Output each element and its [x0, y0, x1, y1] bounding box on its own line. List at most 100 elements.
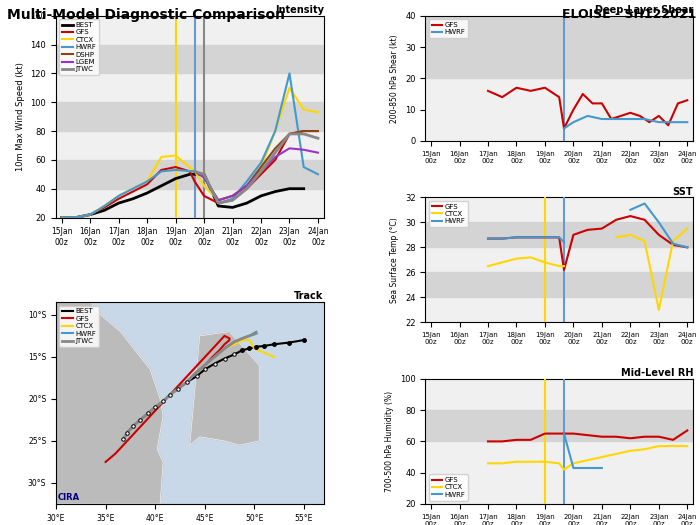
HWRF: [669, 240, 678, 247]
GFS: [555, 430, 564, 437]
HWRF: [640, 201, 649, 207]
GFS: [673, 100, 682, 107]
Text: SST: SST: [673, 186, 693, 196]
GFS: [555, 94, 564, 100]
CTCX: [512, 256, 521, 262]
HWRF: [626, 207, 635, 213]
CTCX: [640, 238, 649, 244]
GFS: [512, 85, 521, 91]
GFS: [498, 438, 506, 445]
CTCX: [560, 263, 568, 269]
GFS: [498, 235, 506, 242]
CTCX: [626, 232, 635, 238]
Legend: GFS, HWRF: GFS, HWRF: [429, 19, 468, 38]
GFS: [540, 85, 549, 91]
CTCX: [598, 454, 606, 460]
HWRF: [569, 119, 577, 125]
GFS: [526, 88, 535, 94]
CTCX: [669, 443, 678, 449]
HWRF: [498, 235, 506, 242]
CTCX: [654, 443, 663, 449]
HWRF: [669, 119, 678, 125]
Legend: BEST, GFS, CTCX, HWRF, DSHP, LGEM, JTWC: BEST, GFS, CTCX, HWRF, DSHP, LGEM, JTWC: [60, 19, 99, 75]
GFS: [664, 122, 673, 129]
Y-axis label: 200-850 hPa Shear (kt): 200-850 hPa Shear (kt): [391, 34, 400, 123]
CTCX: [683, 443, 692, 449]
GFS: [560, 430, 568, 437]
GFS: [512, 234, 521, 240]
CTCX: [484, 263, 492, 269]
CTCX: [540, 459, 549, 465]
Bar: [426, 410, 693, 442]
HWRF: [598, 465, 606, 471]
Line: CTCX: CTCX: [488, 228, 687, 310]
GFS: [612, 434, 620, 440]
CTCX: [555, 263, 564, 269]
HWRF: [626, 116, 635, 122]
Text: Multi-Model Diagnostic Comparison: Multi-Model Diagnostic Comparison: [7, 8, 285, 22]
GFS: [560, 125, 568, 132]
HWRF: [560, 239, 568, 246]
CTCX: [612, 234, 620, 240]
GFS: [654, 434, 663, 440]
Legend: GFS, CTCX, HWRF: GFS, CTCX, HWRF: [429, 474, 468, 500]
HWRF: [598, 116, 606, 122]
Bar: [56, 102, 323, 131]
GFS: [569, 430, 577, 437]
Y-axis label: 10m Max Wind Speed (kt): 10m Max Wind Speed (kt): [16, 62, 25, 171]
GFS: [484, 88, 492, 94]
HWRF: [540, 234, 549, 240]
HWRF: [560, 125, 568, 132]
Line: HWRF: HWRF: [564, 116, 687, 129]
Polygon shape: [190, 332, 259, 445]
Bar: [426, 272, 693, 298]
CTCX: [512, 459, 521, 465]
GFS: [669, 242, 678, 248]
CTCX: [540, 259, 549, 266]
HWRF: [583, 113, 592, 119]
CTCX: [498, 259, 506, 266]
HWRF: [640, 116, 649, 122]
GFS: [598, 434, 606, 440]
GFS: [683, 97, 692, 103]
CTCX: [640, 446, 649, 453]
CTCX: [583, 457, 592, 464]
HWRF: [526, 234, 535, 240]
Bar: [56, 160, 323, 188]
GFS: [626, 110, 635, 116]
Line: HWRF: HWRF: [564, 434, 602, 468]
GFS: [654, 113, 663, 119]
Text: Intensity: Intensity: [274, 5, 323, 15]
GFS: [636, 113, 644, 119]
Bar: [426, 16, 693, 78]
GFS: [617, 113, 625, 119]
Legend: GFS, CTCX, HWRF: GFS, CTCX, HWRF: [429, 201, 468, 227]
HWRF: [683, 244, 692, 250]
CTCX: [526, 459, 535, 465]
CTCX: [498, 460, 506, 466]
GFS: [598, 100, 606, 107]
Text: Deep-Layer Shear: Deep-Layer Shear: [595, 5, 693, 15]
GFS: [512, 437, 521, 443]
Text: ELOISE - SH122021: ELOISE - SH122021: [562, 8, 696, 21]
HWRF: [512, 234, 521, 240]
HWRF: [683, 119, 692, 125]
HWRF: [569, 465, 577, 471]
GFS: [626, 213, 635, 219]
HWRF: [583, 465, 592, 471]
GFS: [579, 91, 587, 97]
GFS: [607, 116, 615, 122]
CTCX: [626, 448, 635, 454]
GFS: [583, 227, 592, 233]
HWRF: [484, 235, 492, 242]
GFS: [640, 217, 649, 223]
GFS: [569, 232, 577, 238]
GFS: [484, 438, 492, 445]
CTCX: [683, 225, 692, 232]
Line: GFS: GFS: [488, 430, 687, 442]
GFS: [569, 107, 577, 113]
HWRF: [654, 119, 663, 125]
Text: Mid-Level RH: Mid-Level RH: [620, 368, 693, 378]
GFS: [540, 234, 549, 240]
CTCX: [669, 238, 678, 244]
